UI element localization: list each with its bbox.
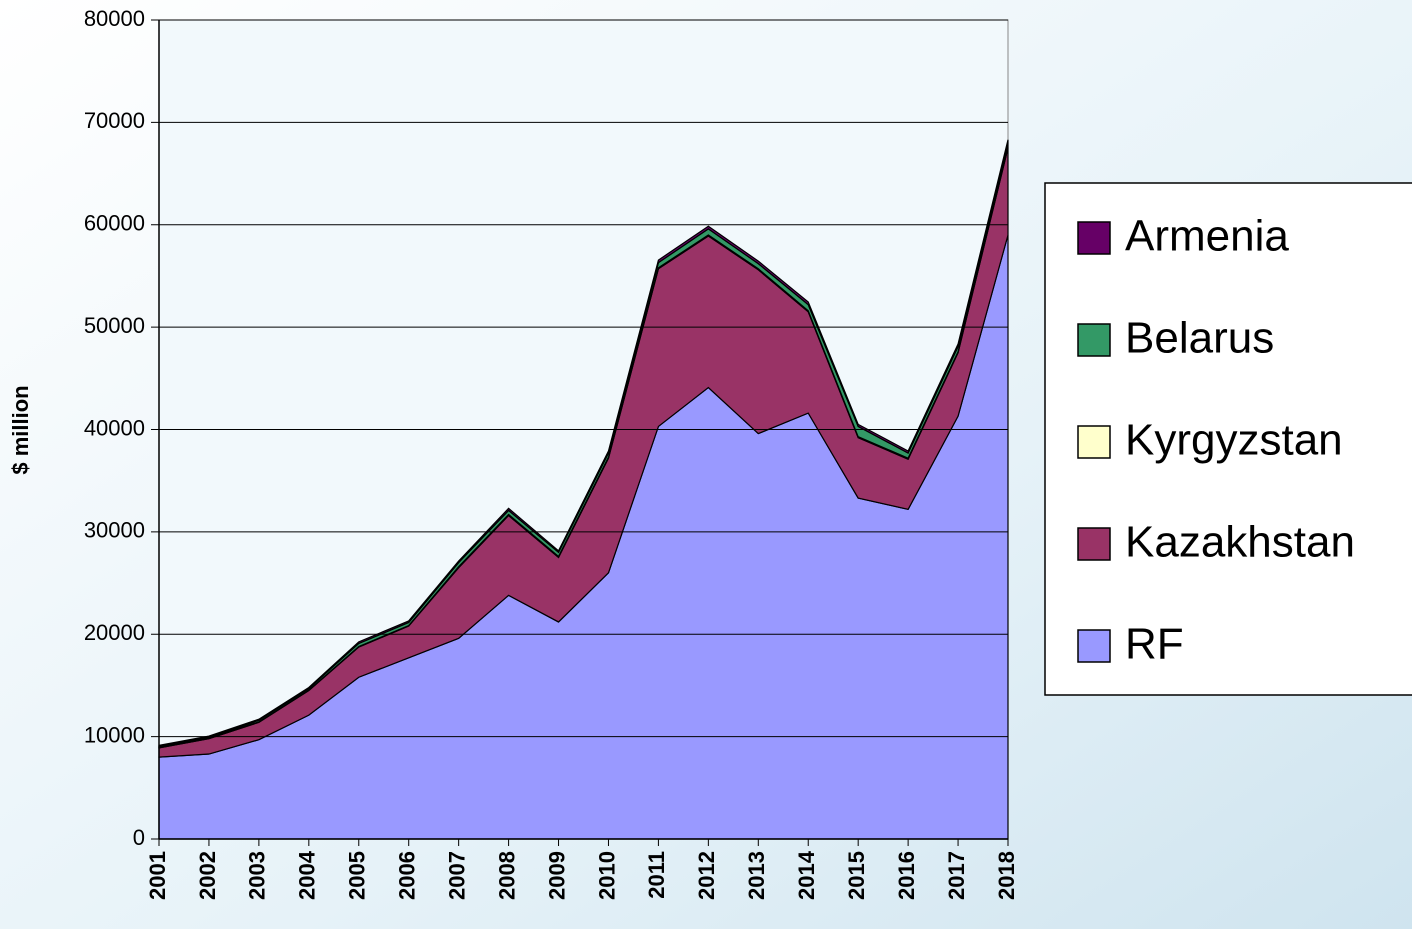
x-tick-label: 2004 <box>295 850 320 900</box>
x-tick-label: 2015 <box>844 851 869 900</box>
chart: $ million 0 10000 20000 30000 40000 50000 6000… <box>0 0 1412 929</box>
x-tick-label: 2003 <box>245 851 270 900</box>
x-tick-label: 2007 <box>444 851 469 900</box>
x-tick-label: 2016 <box>894 851 919 900</box>
x-tick-label: 2009 <box>544 851 569 900</box>
legend-label: Belarus <box>1125 314 1274 363</box>
x-tick-label: 2005 <box>345 851 370 900</box>
legend-swatch <box>1078 528 1110 560</box>
y-axis-label: $ million <box>8 385 33 474</box>
y-tick-label: 70000 <box>84 108 145 133</box>
x-tick-label: 2008 <box>494 851 519 900</box>
y-tick-label: 50000 <box>84 313 145 338</box>
y-tick-label: 0 <box>133 825 145 850</box>
x-tick-label: 2002 <box>195 851 220 900</box>
x-tick-label: 2018 <box>994 851 1019 900</box>
x-tick-label: 2012 <box>694 851 719 900</box>
x-tick-label: 2006 <box>395 851 420 900</box>
legend-label: Armenia <box>1125 212 1289 261</box>
legend-swatch <box>1078 324 1110 356</box>
y-tick-label: 10000 <box>84 722 145 747</box>
legend-swatch <box>1078 426 1110 458</box>
x-tick-label: 2011 <box>644 851 669 899</box>
x-tick-label: 2014 <box>794 850 819 900</box>
x-tick-label: 2001 <box>145 851 170 900</box>
legend-label: Kyrgyzstan <box>1125 416 1343 465</box>
legend-swatch <box>1078 630 1110 662</box>
y-tick-label: 20000 <box>84 620 145 645</box>
legend-label: Kazakhstan <box>1125 518 1355 567</box>
x-tick-label: 2017 <box>944 851 969 900</box>
y-tick-label: 60000 <box>84 211 145 236</box>
y-tick-label: 30000 <box>84 518 145 543</box>
y-tick-label: 40000 <box>84 415 145 440</box>
legend-swatch <box>1078 222 1110 254</box>
x-tick-label: 2010 <box>594 851 619 900</box>
x-tick-label: 2013 <box>744 851 769 900</box>
legend-label: RF <box>1125 620 1184 669</box>
y-tick-label: 80000 <box>84 6 145 31</box>
